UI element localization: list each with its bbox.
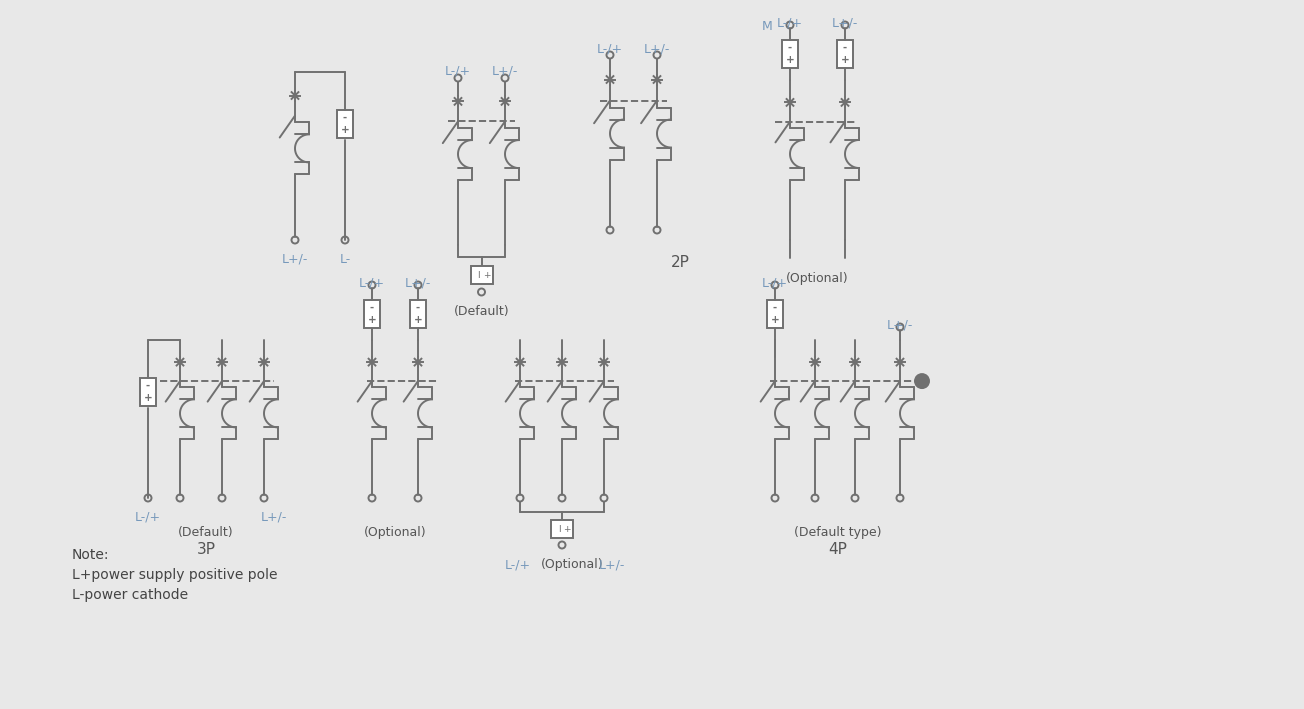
Bar xyxy=(336,110,353,138)
Text: 4P: 4P xyxy=(828,542,846,557)
Text: L+/-: L+/- xyxy=(832,17,858,30)
Text: L+/-: L+/- xyxy=(404,277,432,290)
Circle shape xyxy=(915,374,928,388)
Text: I: I xyxy=(477,271,480,279)
Text: Note:: Note: xyxy=(72,548,110,562)
Text: L-power cathode: L-power cathode xyxy=(72,588,188,602)
Text: +: + xyxy=(413,315,422,325)
Text: (Default): (Default) xyxy=(179,526,233,539)
Text: L+power supply positive pole: L+power supply positive pole xyxy=(72,568,278,582)
Text: L-/+: L-/+ xyxy=(134,511,162,524)
Text: (Optional): (Optional) xyxy=(541,558,604,571)
Text: L-/+: L-/+ xyxy=(597,42,623,55)
Text: -: - xyxy=(788,43,792,53)
Text: L+/-: L+/- xyxy=(599,558,625,571)
Text: L-/+: L-/+ xyxy=(762,277,788,290)
Bar xyxy=(837,40,853,68)
Bar xyxy=(767,300,782,328)
Bar xyxy=(552,520,572,538)
Text: L+/-: L+/- xyxy=(492,65,518,78)
Bar xyxy=(782,40,798,68)
Text: (Default type): (Default type) xyxy=(794,526,882,539)
Text: (Default): (Default) xyxy=(454,305,510,318)
Text: +: + xyxy=(340,125,349,135)
Text: 3P: 3P xyxy=(197,542,215,557)
Text: I: I xyxy=(558,525,561,533)
Text: L-/+: L-/+ xyxy=(445,65,471,78)
Text: L-/+: L-/+ xyxy=(505,558,531,571)
Text: (Optional): (Optional) xyxy=(786,272,849,285)
Text: +: + xyxy=(482,271,490,279)
Text: 2P: 2P xyxy=(670,255,690,270)
Text: +: + xyxy=(771,315,780,325)
Text: M: M xyxy=(762,20,772,33)
Text: -: - xyxy=(416,303,420,313)
Bar xyxy=(409,300,426,328)
Text: -: - xyxy=(343,113,347,123)
Text: L+/-: L+/- xyxy=(261,511,287,524)
Text: L+/-: L+/- xyxy=(282,253,308,266)
Bar xyxy=(140,378,156,406)
Text: +: + xyxy=(143,393,153,403)
Text: -: - xyxy=(146,381,150,391)
Bar xyxy=(364,300,379,328)
Text: +: + xyxy=(785,55,794,65)
Text: -: - xyxy=(842,43,848,53)
Text: +: + xyxy=(841,55,849,65)
Text: (Optional): (Optional) xyxy=(364,526,426,539)
Text: -: - xyxy=(773,303,777,313)
Text: L-/+: L-/+ xyxy=(777,17,803,30)
Text: -: - xyxy=(370,303,374,313)
Text: L+/-: L+/- xyxy=(644,42,670,55)
Text: +: + xyxy=(563,525,571,533)
Text: L+/-: L+/- xyxy=(887,318,913,331)
Bar xyxy=(471,266,493,284)
Text: +: + xyxy=(368,315,377,325)
Text: L-: L- xyxy=(339,253,351,266)
Text: L-/+: L-/+ xyxy=(359,277,385,290)
